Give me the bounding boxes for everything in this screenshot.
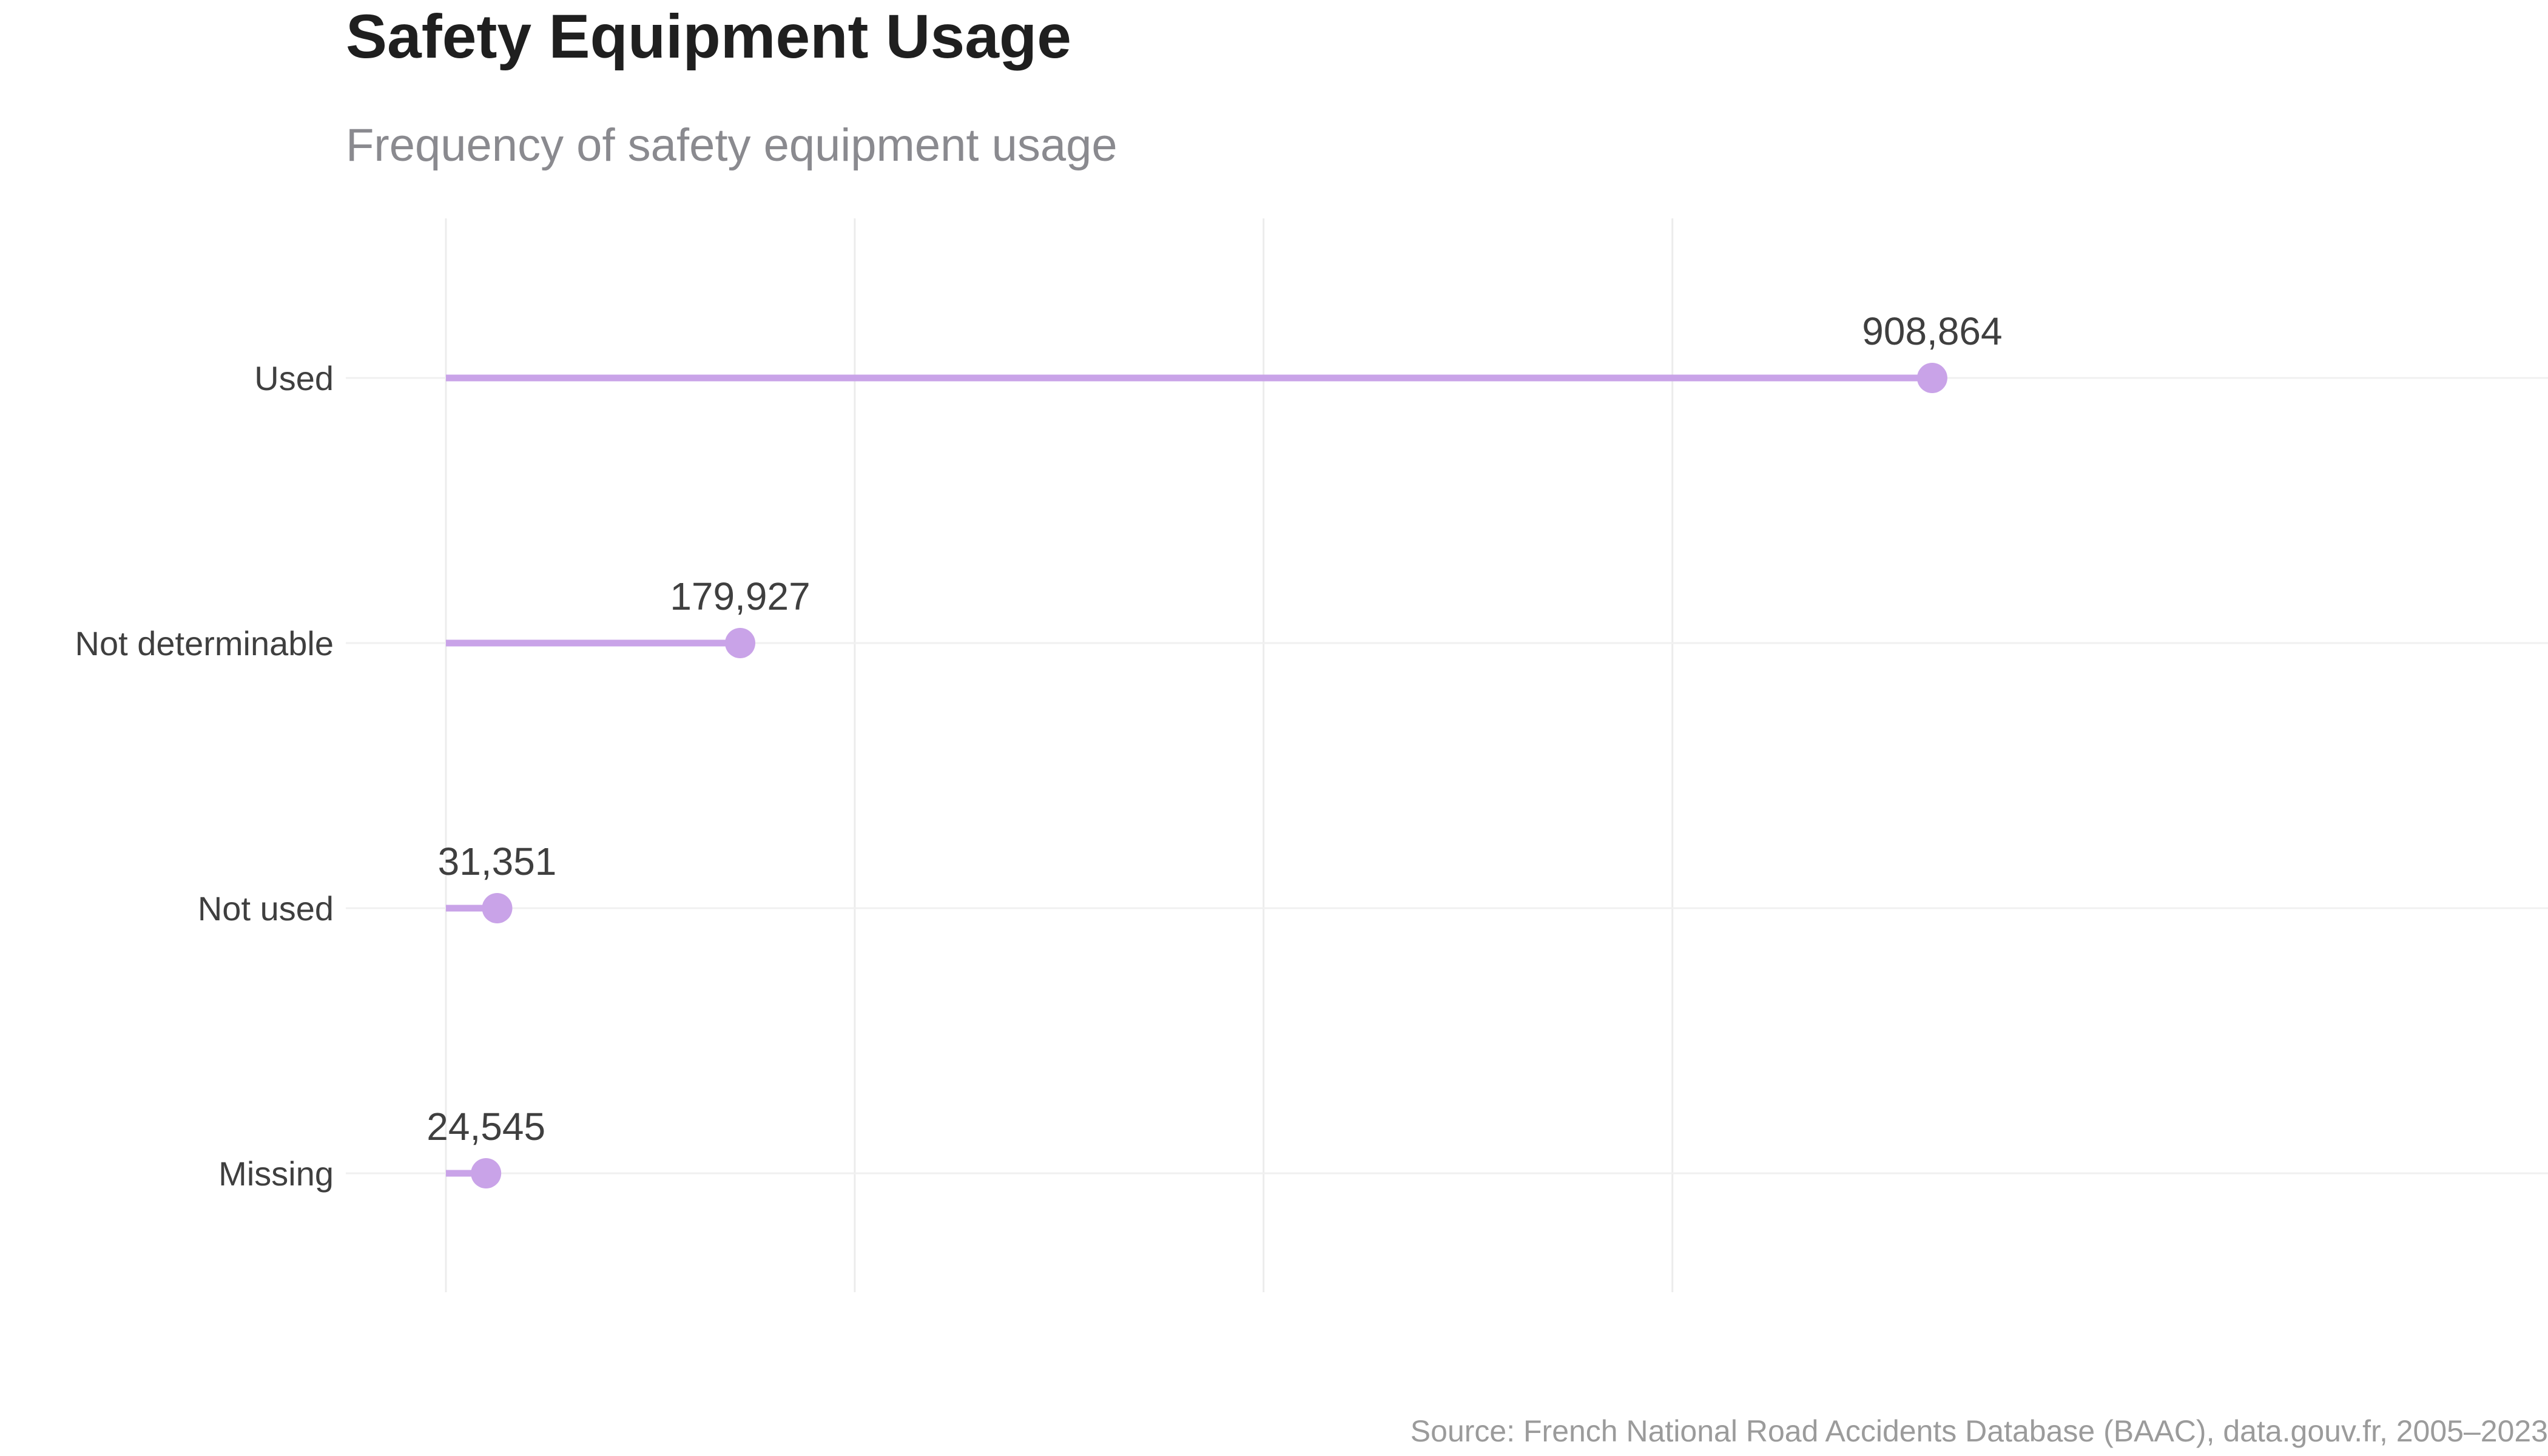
lollipop-dot [1916, 363, 1947, 393]
value-label: 31,351 [438, 840, 557, 883]
lollipop-dots [471, 363, 1947, 1188]
lollipop-dot [725, 628, 756, 658]
value-label: 908,864 [1862, 309, 2002, 353]
value-label: 179,927 [670, 575, 810, 618]
lollipop-chart: Used Not determinable Not used Missing 908,… [75, 218, 2548, 1292]
value-label: 24,545 [426, 1105, 545, 1148]
lollipop-dot [482, 893, 513, 923]
category-labels: Used Not determinable Not used Missing [75, 359, 334, 1193]
source-caption: Source: French National Road Accidents D… [1410, 1414, 2548, 1448]
chart-title: Safety Equipment Usage [346, 2, 1071, 71]
category-label: Used [254, 359, 334, 397]
vertical-gridlines [445, 218, 1674, 1292]
horizontal-gridlines [346, 377, 2548, 1175]
lollipop-stems [446, 374, 1932, 1177]
category-label: Not determinable [75, 624, 334, 662]
value-labels: 908,864 179,927 31,351 24,545 [426, 309, 2002, 1148]
category-label: Missing [218, 1154, 334, 1193]
lollipop-dot [471, 1158, 502, 1188]
chart-subtitle: Frequency of safety equipment usage [346, 120, 1117, 171]
category-label: Not used [198, 889, 334, 928]
